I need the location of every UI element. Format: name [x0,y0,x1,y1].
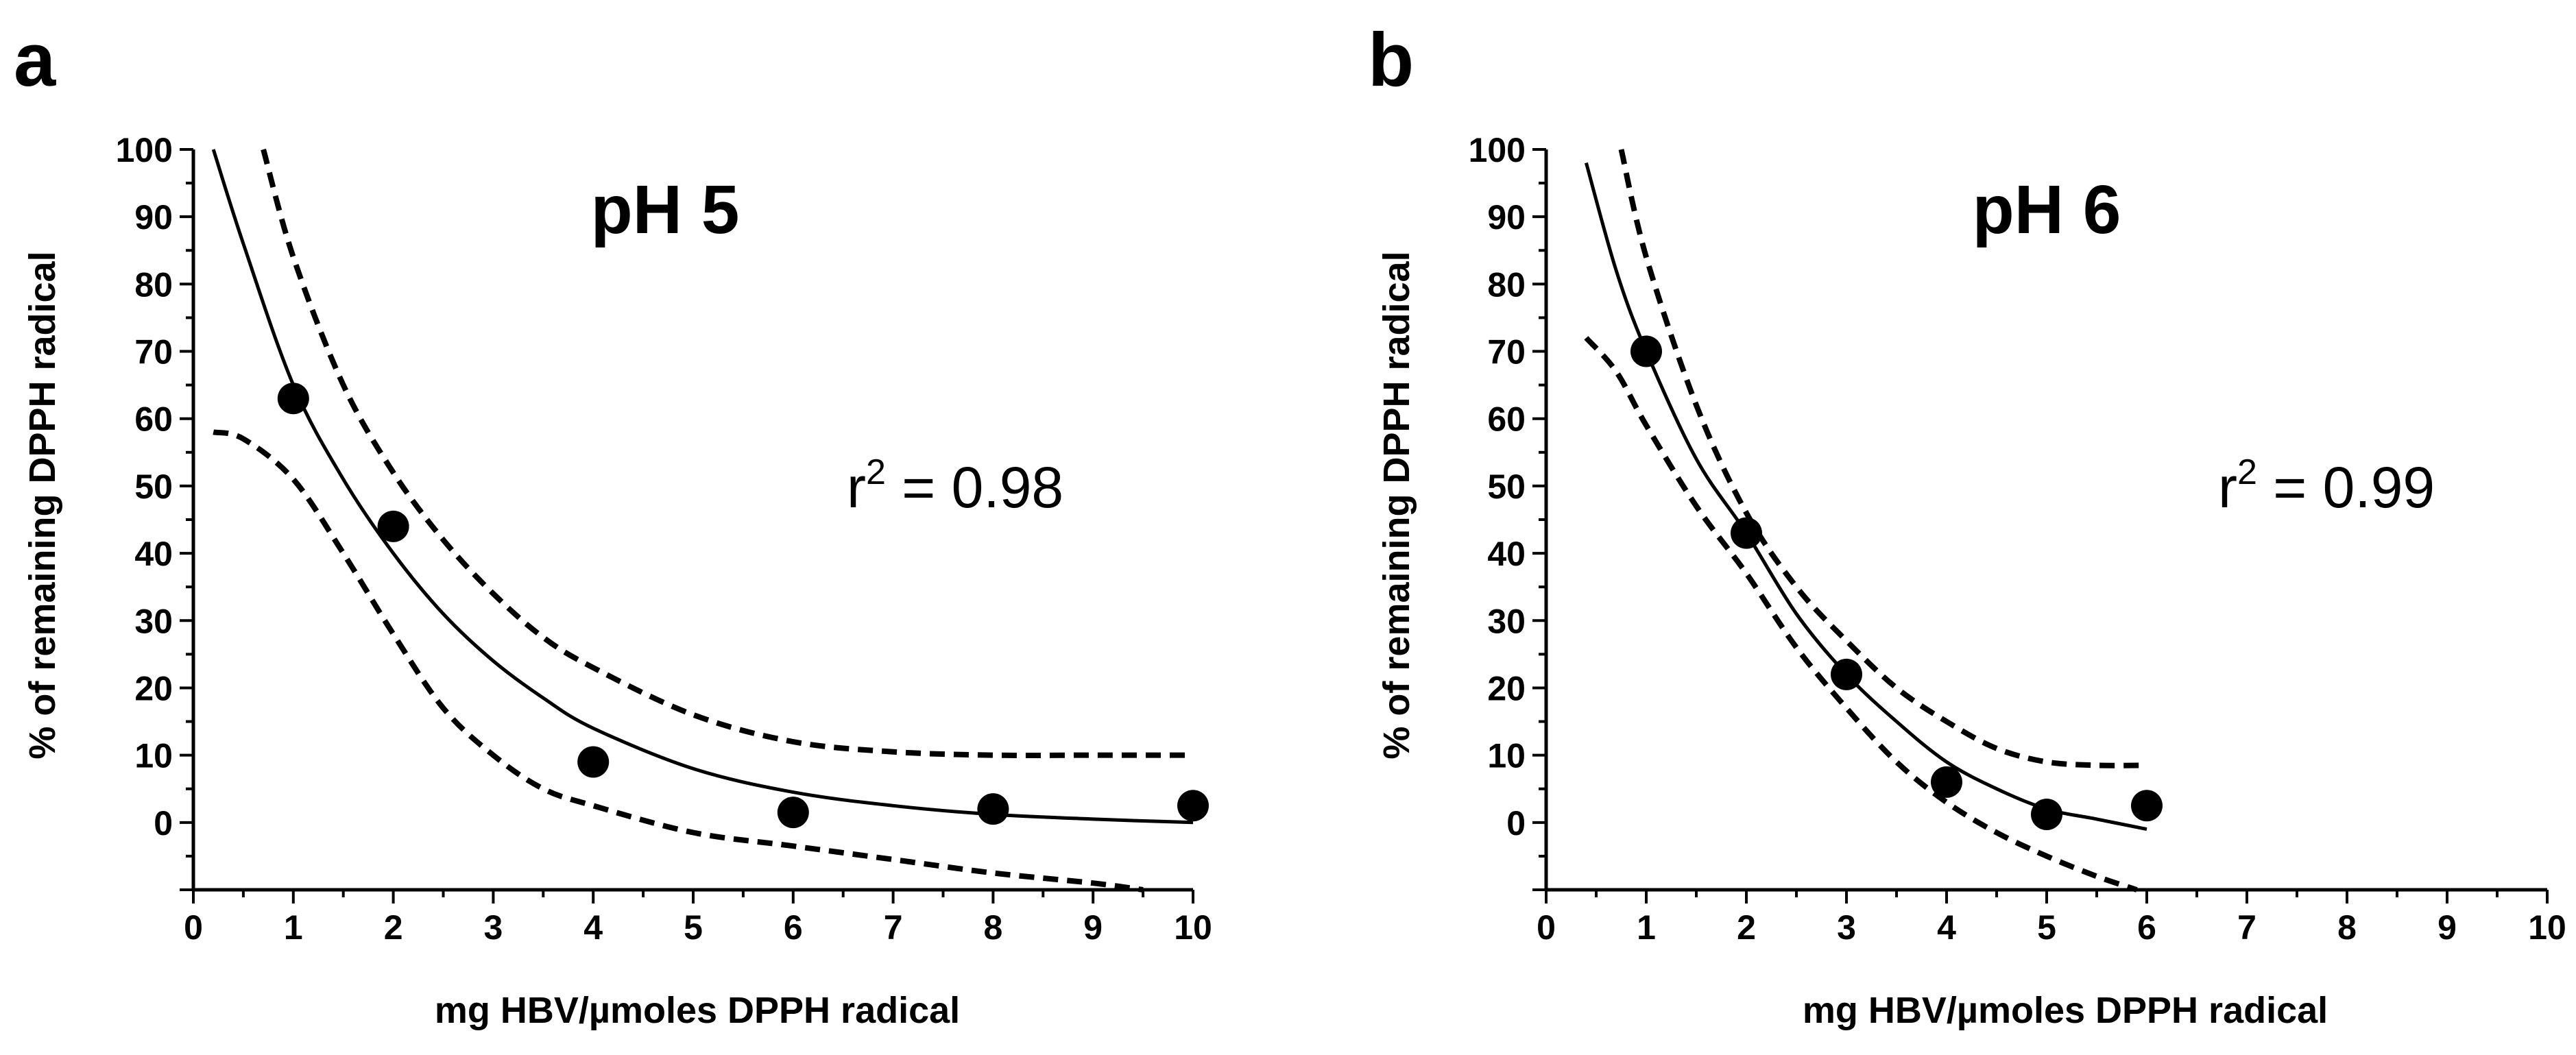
panel-a-y-tick-label: 20 [134,669,173,707]
panel-a-ci-lower-curve [213,429,1144,893]
panel-b-y-tick-label: 70 [1487,333,1526,372]
panel-b-y-tick-label: 0 [1506,804,1526,842]
panel-a-data-point [1177,790,1209,822]
panel-a-x-tick-label: 3 [483,908,503,947]
panel-b-y-tick-label: 10 [1487,737,1526,775]
panel-b-x-tick-label: 8 [2337,908,2357,947]
panel-a-y-tick-label: 80 [134,265,173,304]
panel-b-x-tick-label: 10 [2528,908,2566,947]
panel-b-x-tick-label: 6 [2137,908,2156,947]
panel-a: a pH 5 r2 = 0.98 mg HBV/µmoles DPPH radi… [14,18,1212,1031]
panel-b-y-tick-label: 60 [1487,400,1526,439]
panel-b-x-axis-label: mg HBV/µmoles DPPH radical [1803,990,2328,1031]
panel-a-data-point [777,797,809,829]
panel-b-ci-upper-curve [1618,149,2147,768]
panel-a-y-tick-label: 60 [134,400,173,439]
panel-a-x-tick-label: 10 [1174,908,1212,947]
panel-a-x-tick-label: 1 [284,908,303,947]
panel-b-y-tick-label: 80 [1487,265,1526,304]
panel-a-y-axis-label: % of remaining DPPH radical [22,251,63,759]
panel-b-y-tick-label: 100 [1469,131,1526,169]
panel-b-r-squared: r2 = 0.99 [2218,452,2435,520]
panel-b-data-point [2131,790,2163,822]
panel-b-x-tick-label: 2 [1737,908,1756,947]
panel-a-x-tick-label: 5 [684,908,703,947]
panel-a-ci-upper-curve [261,148,1193,758]
panel-a-r-squared: r2 = 0.98 [847,452,1063,520]
panel-b-data-point [2031,799,2062,831]
panel-a-data-point [577,746,610,778]
panel-b-y-tick-label: 90 [1487,198,1526,237]
panel-b-data-point [1831,658,1862,690]
panel-a-y-tick-label: 90 [134,198,173,237]
panel-a-data-point [277,383,309,415]
panel-a-y-tick-label: 30 [134,602,173,640]
panel-a-x-axis-label: mg HBV/µmoles DPPH radical [435,990,960,1031]
panel-a-y-tick-label: 100 [116,131,173,169]
panel-a-x-tick-label: 9 [1083,908,1103,947]
panel-b-data-point [1630,335,1662,367]
panel-b: b pH 6 r2 = 0.99 mg HBV/µmoles DPPH radi… [1368,18,2566,1031]
panel-b-data-point [1731,517,1762,549]
panel-b-x-tick-label: 3 [1837,908,1856,947]
panel-a-y-tick-label: 70 [134,333,173,372]
panel-a-y-tick-label: 0 [154,804,173,842]
panel-a-data-point [377,510,409,542]
panel-b-y-tick-label: 50 [1487,468,1526,506]
panel-b-x-tick-label: 9 [2437,908,2457,947]
panel-b-x-tick-label: 7 [2237,908,2256,947]
panel-a-letter: a [14,18,56,102]
panel-b-data-point [1931,766,1962,798]
panel-a-y-tick-label: 10 [134,737,173,775]
panel-a-x-tick-label: 8 [983,908,1002,947]
panel-b-y-tick-label: 40 [1487,535,1526,573]
panel-a-x-tick-label: 6 [784,908,803,947]
panel-a-x-tick-label: 4 [583,908,603,947]
panel-b-ci-lower-curve [1584,336,2138,893]
panel-b-x-tick-label: 5 [2037,908,2056,947]
panel-b-x-tick-label: 1 [1637,908,1656,947]
panel-b-title: pH 6 [1973,171,2121,248]
panel-b-y-tick-label: 20 [1487,669,1526,707]
panel-a-y-tick-label: 40 [134,535,173,573]
panel-b-y-axis-label: % of remaining DPPH radical [1376,251,1417,759]
panel-a-y-tick-label: 50 [134,468,173,506]
panel-a-x-tick-label: 0 [184,908,203,947]
panel-b-fit-curve [1584,162,2147,832]
panel-b-y-tick-label: 30 [1487,602,1526,640]
panel-b-letter: b [1368,18,1414,102]
panel-a-x-tick-label: 7 [884,908,903,947]
panel-a-data-point [977,793,1009,825]
panel-b-x-tick-label: 4 [1937,908,1956,947]
panel-b-x-tick-label: 0 [1537,908,1556,947]
panel-a-x-tick-label: 2 [384,908,403,947]
panel-a-title: pH 5 [591,171,740,248]
